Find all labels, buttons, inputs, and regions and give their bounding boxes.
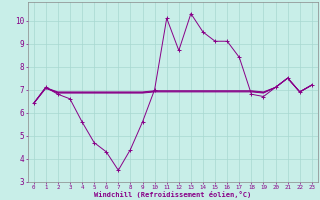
X-axis label: Windchill (Refroidissement éolien,°C): Windchill (Refroidissement éolien,°C) xyxy=(94,191,252,198)
